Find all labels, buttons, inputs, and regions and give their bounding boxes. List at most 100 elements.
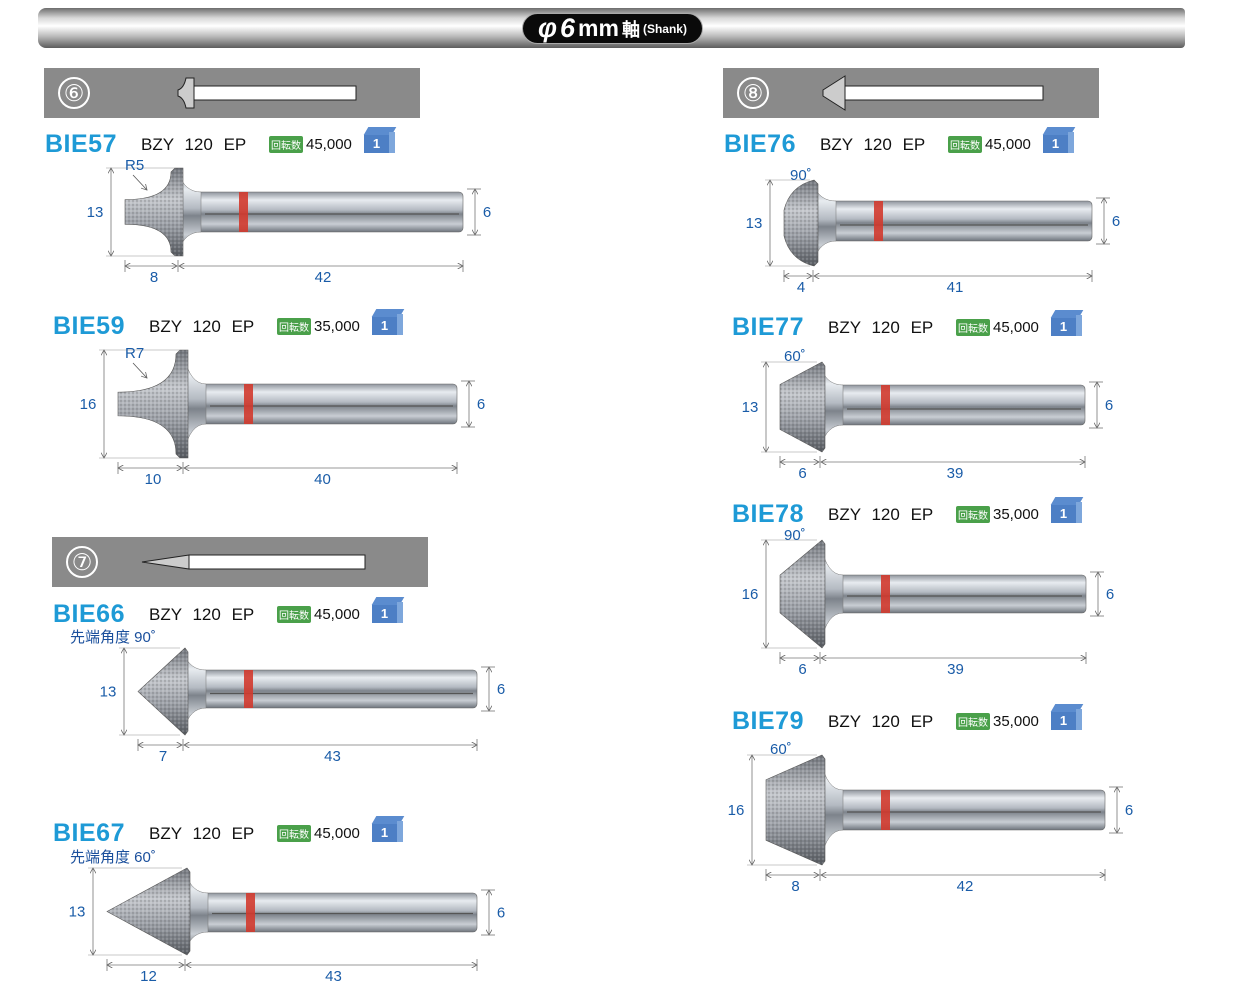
shank-length-label: 40 <box>314 471 331 488</box>
section-header-6: ⑥ <box>44 68 420 118</box>
grit-color-band <box>881 575 890 613</box>
diamond-grit-texture <box>125 168 183 256</box>
shank-english: (Shank) <box>642 21 687 36</box>
product-grade: BZY 120 EP <box>828 504 934 524</box>
shank-dia-label: 6 <box>1125 802 1133 819</box>
product-code: BIE76 <box>724 130 796 158</box>
rpm-value: 45,000 <box>985 136 1031 153</box>
shank-length-label: 39 <box>947 465 964 482</box>
shank-length-label: 42 <box>957 878 974 895</box>
cone-tool-icon <box>141 554 366 570</box>
product-grade: BZY 120 EP <box>828 711 934 731</box>
grit-color-band <box>874 201 883 241</box>
head-dia-label: 16 <box>742 586 759 603</box>
shank-length-label: 42 <box>315 269 332 286</box>
tip-label: R5 <box>125 157 144 174</box>
diamond-grit-texture <box>780 362 825 452</box>
diamond-grit-texture <box>784 180 818 266</box>
product-title-row: BIE67 BZY 120 EP 回転数 45,000 1 <box>53 815 405 848</box>
head-dia-label: 13 <box>69 904 86 921</box>
tip-label: 60˚ <box>770 741 792 758</box>
shank-dia-label: 6 <box>1106 586 1114 603</box>
product-grade: BZY 120 EP <box>149 316 255 336</box>
package-qty: 1 <box>1043 134 1068 153</box>
tip-angle-note: 先端角度 90˚ <box>70 629 156 646</box>
radius-pointer <box>132 174 147 190</box>
product-title-row: BIE66 BZY 120 EP 回転数 45,000 1 <box>53 596 405 629</box>
product-code: BIE78 <box>732 500 804 528</box>
tool-drawing-BIE78: 16 6 6 39 90˚ <box>742 527 1115 678</box>
head-dia-label: 13 <box>742 399 759 416</box>
product-code: BIE79 <box>732 707 804 735</box>
product-title-row: BIE77 BZY 120 EP 回転数 45,000 1 <box>732 309 1084 342</box>
shank-size-badge: φ 6 mm 軸 (Shank) <box>522 13 703 44</box>
shank <box>196 191 464 233</box>
package-qty: 1 <box>372 316 397 335</box>
head-length-label: 8 <box>150 269 158 286</box>
shank-length-label: 41 <box>947 279 964 296</box>
diameter-symbol: φ <box>538 13 558 43</box>
product-grade: BZY 120 EP <box>828 317 934 337</box>
shank <box>838 574 1087 614</box>
grit-color-band <box>246 893 255 932</box>
tool-drawing-BIE77: 13 6 6 39 60˚ <box>742 348 1114 482</box>
head-dia-label: 13 <box>100 684 117 701</box>
tool-drawing-BIE66: 13 6 7 43 <box>100 648 505 765</box>
product-code: BIE57 <box>45 130 117 158</box>
package-box-icon: 1 <box>1042 126 1076 155</box>
head-dia-label: 16 <box>80 396 97 413</box>
head-length-label: 10 <box>145 471 162 488</box>
shank-size: 6 <box>560 13 576 43</box>
rpm-label: 回転数 <box>277 606 311 623</box>
product-title-row: BIE79 BZY 120 EP 回転数 35,000 1 <box>732 703 1084 736</box>
package-qty: 1 <box>372 604 397 623</box>
shank-dia-label: 6 <box>497 681 505 698</box>
tip-label: 60˚ <box>784 348 806 365</box>
rpm-value: 35,000 <box>993 506 1039 523</box>
rpm-label: 回転数 <box>956 713 990 730</box>
section-header-7: ⑦ <box>52 537 428 587</box>
rounded-tool-icon <box>177 77 357 109</box>
head-length-label: 6 <box>798 661 806 678</box>
tip-angle-note: 先端角度 60˚ <box>70 849 156 866</box>
truncated-cone-tool-icon <box>822 75 1044 111</box>
grit-color-band <box>239 192 248 232</box>
rpm-value: 45,000 <box>306 136 352 153</box>
tip-label: 90˚ <box>790 167 812 184</box>
package-box-icon: 1 <box>371 308 405 337</box>
shank-kanji: 軸 <box>621 19 640 40</box>
package-box-icon: 1 <box>1050 496 1084 525</box>
package-box-icon: 1 <box>363 126 397 155</box>
head-dia-label: 16 <box>728 802 745 819</box>
package-qty: 1 <box>1051 317 1076 336</box>
package-qty: 1 <box>1051 504 1076 523</box>
package-qty: 1 <box>372 823 397 842</box>
rpm-label: 回転数 <box>956 506 990 523</box>
product-title-row: BIE59 BZY 120 EP 回転数 35,000 1 <box>53 308 405 341</box>
tool-drawing-BIE59: 16 6 10 40 R7 <box>80 345 486 488</box>
shank <box>201 669 478 709</box>
rpm-label: 回転数 <box>277 825 311 842</box>
rpm-value: 35,000 <box>993 713 1039 730</box>
product-grade: BZY 120 EP <box>820 134 926 154</box>
shank-dia-label: 6 <box>1112 213 1120 230</box>
diamond-grit-texture <box>118 350 188 458</box>
head-dia-label: 13 <box>87 204 104 221</box>
head-length-label: 8 <box>791 878 799 895</box>
grit-color-band <box>881 790 890 830</box>
rpm-value: 45,000 <box>314 606 360 623</box>
product-title-row: BIE57 BZY 120 EP 回転数 45,000 1 <box>45 126 397 159</box>
rpm-value: 45,000 <box>993 319 1039 336</box>
tool-drawing-BIE79: 16 6 8 42 60˚ <box>728 741 1134 895</box>
rpm-label: 回転数 <box>948 136 982 153</box>
grit-color-band <box>244 384 253 424</box>
head-length-label: 4 <box>797 279 805 296</box>
package-box-icon: 1 <box>371 596 405 625</box>
rpm-label: 回転数 <box>277 318 311 335</box>
diamond-grit-texture <box>780 540 825 648</box>
shank-length-label: 39 <box>947 661 964 678</box>
head-length-label: 12 <box>140 968 157 985</box>
product-grade: BZY 120 EP <box>141 134 247 154</box>
product-grade: BZY 120 EP <box>149 604 255 624</box>
